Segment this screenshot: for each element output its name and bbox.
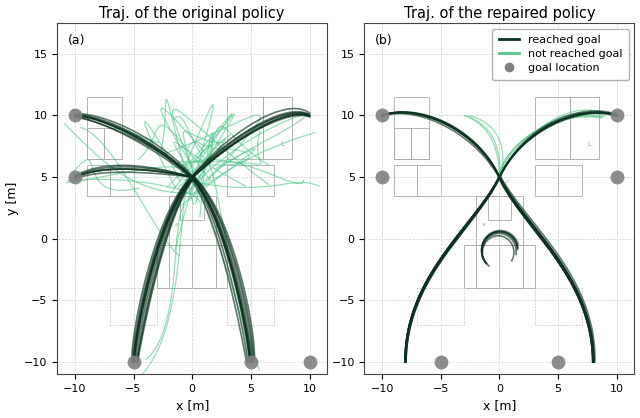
Bar [227,165,251,196]
Bar [157,245,227,288]
Text: L: L [588,141,591,147]
Text: c: c [198,179,201,184]
Y-axis label: y [m]: y [m] [6,182,19,215]
Text: (b): (b) [375,33,393,47]
Text: c: c [506,179,508,184]
Bar [534,97,570,158]
Text: a: a [175,222,178,227]
Bar [104,128,122,158]
Bar [227,288,275,325]
Bar [262,97,292,158]
Bar [417,288,464,325]
Title: Traj. of the repaired policy: Traj. of the repaired policy [404,5,595,20]
Bar [169,196,216,245]
Title: Traj. of the original policy: Traj. of the original policy [99,5,285,20]
Bar [476,245,499,288]
Bar [110,288,157,325]
Bar [417,165,441,196]
Bar [251,165,275,196]
Bar [394,165,417,196]
Text: L: L [280,141,284,147]
Bar [110,165,134,196]
Bar [394,128,412,158]
Bar [499,245,523,288]
Bar [488,196,511,220]
Bar [534,288,582,325]
Bar [169,245,192,288]
Text: (a): (a) [68,33,86,47]
Bar [534,165,558,196]
Bar [464,245,534,288]
X-axis label: x [m]: x [m] [483,400,516,413]
Bar [86,165,110,196]
Legend: reached goal, not reached goal, goal location: reached goal, not reached goal, goal loc… [492,29,629,80]
Bar [86,97,122,158]
Bar [227,97,262,158]
Bar [570,97,599,158]
Bar [180,196,204,220]
X-axis label: x [m]: x [m] [175,400,209,413]
Bar [558,165,582,196]
Bar [394,97,429,158]
Bar [86,128,104,158]
Bar [412,128,429,158]
Bar [192,245,216,288]
Text: a: a [482,222,485,227]
Bar [476,196,523,245]
